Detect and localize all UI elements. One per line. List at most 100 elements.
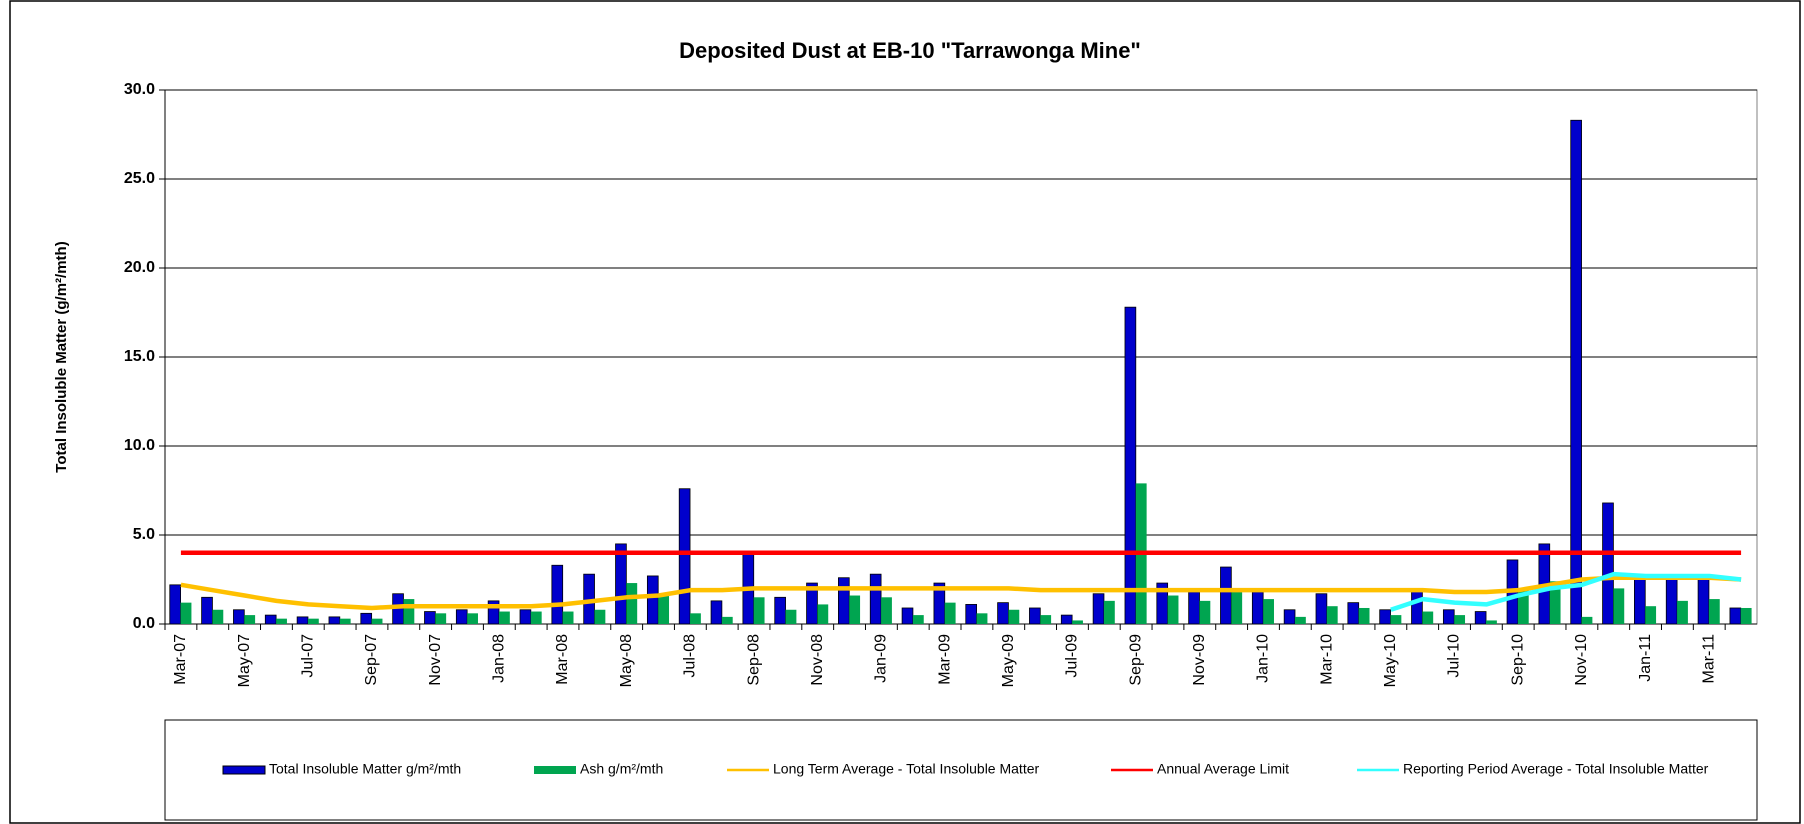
x-tick-label: May-09 [1000,634,1017,687]
y-axis-label: Total Insoluble Matter (g/m²/mth) [53,241,70,472]
legend-swatch [222,765,266,775]
x-tick-label: Jul-10 [1446,634,1463,678]
bar [1188,591,1200,625]
bar [1411,588,1423,625]
x-tick-label: Jan-10 [1255,634,1272,683]
bar [1474,611,1487,625]
bar [519,609,532,625]
bar [1379,609,1391,625]
bar [1740,607,1752,624]
bar [1220,566,1232,625]
legend-box [164,719,1758,821]
x-tick-label: Nov-08 [809,634,826,686]
line [180,575,1742,611]
bar [455,609,468,625]
bar [1326,606,1338,624]
x-tick-label: Sep-07 [363,634,380,686]
y-tick-label: 20.0 [124,259,155,276]
bar [371,618,383,624]
bar [1263,599,1274,624]
x-tick-label: Jan-09 [873,634,890,683]
x-tick-label: May-10 [1382,634,1399,687]
bar [1729,607,1742,625]
bar [1665,577,1678,625]
bar [1517,588,1529,624]
bar [838,577,850,625]
legend-label: Annual Average Limit [1157,761,1289,777]
legend-label: Ash g/m²/mth [580,761,663,777]
bar [296,616,309,625]
bar [1283,609,1296,625]
bar [169,584,182,625]
bar [1167,595,1179,624]
bar [1645,606,1657,624]
legend-label: Total Insoluble Matter g/m²/mth [269,761,461,777]
bar [562,611,574,624]
bar [264,614,277,625]
x-tick-label: Jul-09 [1064,634,1081,678]
x-tick-label: Sep-09 [1127,634,1144,686]
bar [276,618,287,624]
y-tick-label: 10.0 [124,437,155,454]
bar [849,595,861,624]
bar [1103,600,1115,624]
bar [435,613,447,624]
bar [1295,616,1306,624]
bar [1613,588,1625,624]
bar [1422,611,1434,624]
x-tick-label: Sep-08 [745,634,762,686]
bar [1251,591,1264,625]
bar [1570,119,1582,625]
x-tick-label: Mar-09 [936,634,953,685]
bar [424,611,436,625]
bar [403,599,415,624]
bar [1549,581,1561,624]
x-tick-label: May-08 [618,634,635,687]
bar [307,618,319,624]
bar [944,602,956,624]
x-tick-label: Jan-08 [491,634,508,683]
bar [1454,615,1466,624]
bar [530,611,542,624]
x-tick-label: Jul-07 [299,634,316,678]
x-tick-label: Nov-09 [1191,634,1208,686]
x-tick-label: Jan-11 [1637,634,1654,682]
bar [328,616,341,625]
bar [901,607,914,625]
bar [1486,620,1497,624]
bar [1347,602,1360,625]
bar [710,600,723,625]
bar [212,609,224,624]
bar [721,616,733,624]
bar [499,611,510,624]
bar [1029,607,1041,625]
bar [551,564,564,625]
bar [1060,614,1073,625]
x-tick-label: Nov-10 [1573,634,1590,686]
bar [180,602,192,624]
bar [690,613,701,624]
y-tick-label: 25.0 [124,170,155,187]
legend-swatch [534,766,576,774]
bar [1390,615,1402,624]
bar [774,596,786,625]
bar [678,488,691,625]
bar [201,596,213,625]
bar [1677,600,1688,624]
bar [753,597,765,624]
bar [806,582,818,625]
bar [976,613,988,624]
bar [1008,609,1020,624]
bar [339,618,351,624]
bar [1072,620,1083,624]
bar [233,609,245,625]
bar [594,609,606,624]
x-tick-label: Mar-07 [172,634,189,685]
bar [360,612,373,625]
bar [997,602,1009,625]
bar [1231,591,1243,624]
x-tick-label: Nov-07 [427,634,444,686]
y-tick-label: 30.0 [124,81,155,98]
bar [1092,593,1105,625]
